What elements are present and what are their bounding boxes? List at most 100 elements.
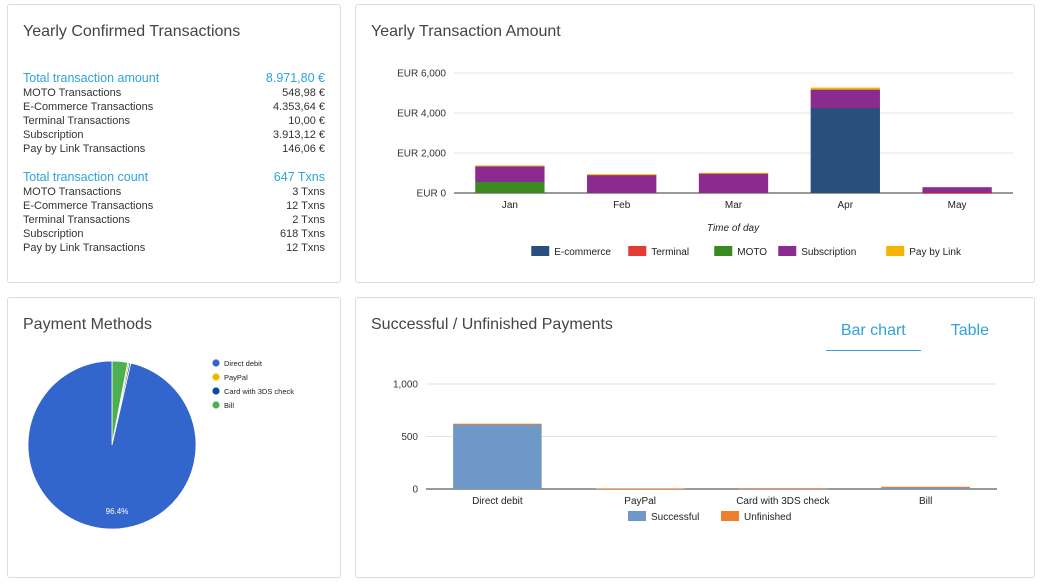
payment-methods-title: Payment Methods	[23, 316, 152, 333]
legend-label: Direct debit	[224, 359, 263, 368]
legend-swatch	[714, 246, 733, 256]
legend-swatch	[212, 359, 220, 367]
bar-segment	[922, 192, 992, 194]
yearly-amount-card: Yearly Transaction Amount EUR 0 EUR 2,000…	[355, 4, 1035, 283]
count-label: E-Commerce Transactions	[23, 200, 154, 212]
legend-swatch	[212, 401, 220, 409]
payment-methods-card: Payment Methods 96.4% Direct debit PayPal C…	[7, 297, 341, 578]
yearly-amount-chart: EUR 0 EUR 2,000 EUR 4,000 EUR 6,000 Jan Feb Ma…	[397, 69, 1013, 258]
x-category-label: Direct debit	[472, 496, 523, 507]
x-category-label: Apr	[838, 200, 854, 211]
legend-label: Bill	[224, 401, 234, 410]
count-label: MOTO Transactions	[23, 186, 122, 198]
chart-legend: Successful Unfinished	[628, 511, 791, 523]
tab-bar-chart[interactable]: Bar chart	[825, 322, 921, 351]
legend-label: Terminal	[651, 247, 689, 258]
count-value: 618 Txns	[279, 228, 325, 240]
legend-swatch	[628, 511, 646, 521]
legend-label: E-commerce	[554, 247, 611, 258]
y-tick-label: EUR 2,000	[397, 149, 446, 160]
bar-segment	[587, 174, 657, 176]
amount-label: E-Commerce Transactions	[23, 101, 154, 113]
amount-row: Subscription 3.913,12 €	[23, 128, 325, 142]
count-row: Pay by Link Transactions 12 Txns	[23, 241, 325, 255]
count-row: MOTO Transactions 3 Txns	[23, 185, 325, 199]
legend-label: Successful	[651, 512, 699, 523]
y-tick-label: 500	[401, 432, 418, 443]
count-row: Terminal Transactions 2 Txns	[23, 213, 325, 227]
total-amount-label: Total transaction amount	[23, 71, 160, 85]
success-unfinished-chart: 0 500 1,000 Direct debit PayPal Card with 3DS…	[393, 380, 997, 523]
count-label: Terminal Transactions	[23, 214, 130, 226]
success-unfinished-title: Successful / Unfinished Payments	[371, 316, 613, 333]
tab-table[interactable]: Table	[950, 322, 989, 339]
amount-value: 4.353,64 €	[273, 101, 325, 113]
y-tick-label: EUR 0	[417, 189, 447, 200]
x-category-label: Card with 3DS check	[736, 496, 830, 507]
total-count-label: Total transaction count	[23, 170, 149, 184]
count-value: 12 Txns	[286, 200, 325, 212]
y-tick-label: EUR 6,000	[397, 69, 446, 80]
count-value: 12 Txns	[286, 242, 325, 254]
x-axis-title: Time of day	[707, 223, 760, 234]
pie-slice	[27, 360, 197, 530]
bar-segment	[453, 424, 542, 489]
bar-segment	[881, 486, 970, 489]
x-category-label: May	[948, 200, 967, 211]
count-value: 2 Txns	[292, 214, 325, 226]
bar-segment	[595, 488, 685, 490]
x-category-label: PayPal	[624, 496, 656, 507]
count-value: 3 Txns	[292, 186, 325, 198]
x-category-label: Jan	[502, 200, 518, 211]
legend-swatch	[212, 373, 220, 381]
x-category-label: Bill	[919, 496, 932, 507]
amount-row: MOTO Transactions 548,98 €	[23, 86, 325, 100]
count-stats: Total transaction count 647 Txns MOTO Tr…	[23, 170, 325, 255]
total-amount-row: Total transaction amount 8.971,80 €	[23, 71, 325, 86]
bar-segment	[698, 172, 769, 174]
bar-segment	[738, 488, 828, 490]
bar-segment	[698, 173, 769, 193]
amount-label: MOTO Transactions	[23, 87, 122, 99]
count-row: E-Commerce Transactions 12 Txns	[23, 199, 325, 213]
chart-view-tabs: Bar chart Table	[825, 322, 1004, 351]
chart-legend: E-commerce Terminal MOTO Subscription Pay by…	[531, 246, 962, 258]
payment-methods-pie: 96.4% Direct debit PayPal Card with 3DS che…	[27, 359, 294, 530]
y-tick-label: EUR 4,000	[397, 109, 446, 120]
amount-label: Subscription	[23, 129, 84, 141]
legend-label: PayPal	[224, 373, 248, 382]
count-rows: MOTO Transactions 3 Txns E-Commerce Transa…	[23, 185, 325, 255]
amount-stats: Total transaction amount 8.971,80 € MOTO…	[23, 71, 325, 156]
y-tick-label: 0	[412, 485, 418, 496]
bar-segment	[922, 187, 992, 193]
count-label: Subscription	[23, 228, 84, 240]
legend-swatch	[778, 246, 797, 256]
bar-segment	[475, 165, 545, 167]
legend-swatch	[886, 246, 905, 256]
pie-slice-label: 96.4%	[106, 507, 129, 516]
total-amount-value: 8.971,80 €	[265, 71, 325, 85]
pie-legend: Direct debit PayPal Card with 3DS check Bil…	[212, 359, 294, 410]
legend-label: Unfinished	[744, 512, 791, 523]
legend-label: Subscription	[801, 247, 856, 258]
legend-swatch	[628, 246, 647, 256]
amount-row: E-Commerce Transactions 4.353,64 €	[23, 100, 325, 114]
amount-row: Terminal Transactions 10,00 €	[23, 114, 325, 128]
success-unfinished-card: Successful / Unfinished Payments Bar cha…	[355, 297, 1035, 578]
yearly-confirmed-title: Yearly Confirmed Transactions	[23, 23, 241, 40]
bar-segment	[738, 488, 828, 490]
bar-segment	[453, 423, 542, 425]
x-category-label: Mar	[725, 200, 743, 211]
yearly-amount-title: Yearly Transaction Amount	[371, 23, 561, 40]
bar-segment	[810, 89, 880, 108]
total-count-row: Total transaction count 647 Txns	[23, 170, 325, 185]
legend-label: Card with 3DS check	[224, 387, 294, 396]
amount-value: 3.913,12 €	[273, 129, 325, 141]
bar-segment	[475, 182, 545, 193]
total-count-value: 647 Txns	[273, 170, 325, 184]
amount-label: Pay by Link Transactions	[23, 143, 146, 155]
x-category-label: Feb	[613, 200, 631, 211]
count-label: Pay by Link Transactions	[23, 242, 146, 254]
legend-label: Pay by Link	[909, 247, 962, 258]
yearly-confirmed-card: Yearly Confirmed Transactions Total tran…	[7, 4, 341, 283]
